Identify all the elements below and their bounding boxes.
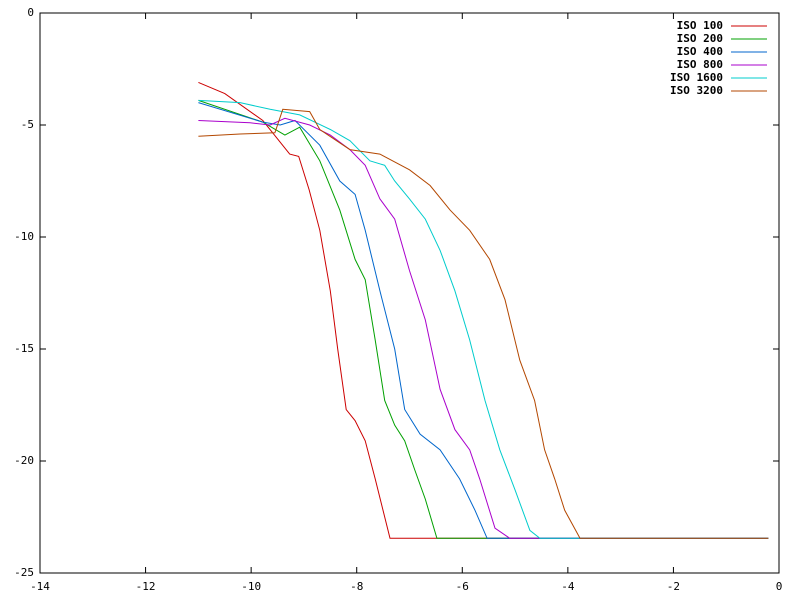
x-tick-label: -12	[136, 580, 156, 593]
x-tick-label: -4	[561, 580, 575, 593]
series-line	[198, 99, 769, 539]
series-line	[198, 102, 769, 539]
x-tick-label: -2	[667, 580, 680, 593]
series-line	[198, 117, 769, 539]
legend-label: ISO 100	[677, 19, 723, 32]
legend-label: ISO 3200	[670, 84, 723, 97]
series-line	[198, 108, 769, 539]
x-tick-label: 0	[776, 580, 783, 593]
legend-label: ISO 1600	[670, 71, 723, 84]
y-tick-label: -25	[14, 566, 34, 579]
legend-label: ISO 800	[677, 58, 723, 71]
x-tick-label: -10	[241, 580, 261, 593]
x-tick-label: -14	[30, 580, 50, 593]
series-line	[198, 81, 769, 539]
y-tick-label: -20	[14, 454, 34, 467]
y-tick-label: -15	[14, 342, 34, 355]
x-tick-label: -8	[350, 580, 363, 593]
series-line	[198, 99, 769, 539]
x-tick-label: -6	[456, 580, 469, 593]
plot-border	[39, 12, 780, 574]
y-tick-label: 0	[27, 6, 34, 19]
legend-label: ISO 400	[677, 45, 723, 58]
y-tick-label: -10	[14, 230, 34, 243]
y-tick-label: -5	[21, 118, 34, 131]
legend-label: ISO 200	[677, 32, 723, 45]
